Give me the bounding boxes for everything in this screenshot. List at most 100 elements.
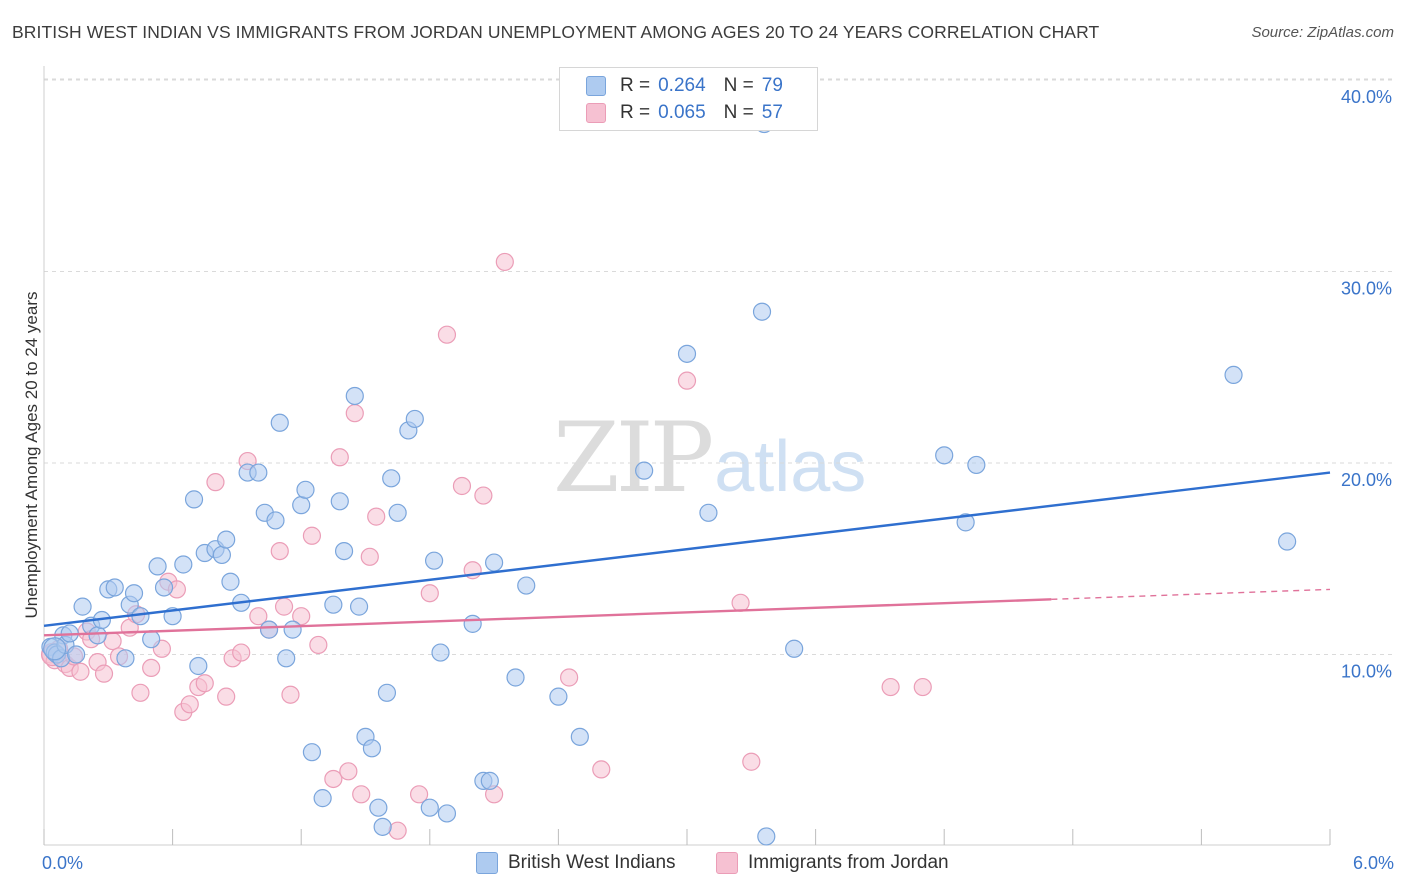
data-point-pink <box>345 404 364 423</box>
x-tick-label: 0.0% <box>42 853 83 873</box>
data-point-blue <box>334 541 354 561</box>
legend-n-label: N = <box>723 102 754 123</box>
legend-swatch-blue <box>586 76 606 96</box>
data-point-blue <box>382 469 401 488</box>
data-point-pink <box>330 448 349 467</box>
data-point-blue <box>570 727 589 746</box>
data-point-blue <box>249 463 268 482</box>
legend-row-pink: R = 0.065 N = 57 <box>586 101 783 125</box>
data-point-pink <box>309 635 328 655</box>
data-point-blue <box>752 302 772 321</box>
trend-lines <box>43 471 1331 637</box>
data-point-pink <box>180 695 199 714</box>
y-tick-label: 10.0% <box>1341 662 1392 682</box>
data-point-blue <box>189 656 208 676</box>
data-point-blue <box>517 576 536 595</box>
data-point-blue <box>699 503 718 522</box>
data-point-pink <box>94 664 114 683</box>
data-point-blue <box>212 545 231 565</box>
chart-title: BRITISH WEST INDIAN VS IMMIGRANTS FROM J… <box>12 22 1100 42</box>
y-axis-title: Unemployment Among Ages 20 to 24 years <box>22 291 41 619</box>
y-tick-label: 30.0% <box>1341 279 1392 299</box>
data-point-pink <box>131 683 150 702</box>
data-point-pink <box>352 785 371 804</box>
data-point-pink <box>452 476 472 496</box>
legend-r-label: R = <box>620 102 651 123</box>
trend-line-blue <box>43 471 1331 627</box>
data-point-pink <box>339 762 358 781</box>
trend-line-pink-extrapolated <box>1051 588 1331 601</box>
data-point-blue <box>785 639 804 658</box>
data-point-blue <box>373 817 392 836</box>
data-point-blue <box>463 614 482 633</box>
data-point-pink <box>677 371 697 390</box>
legend-n-value: 57 <box>761 102 783 123</box>
data-point-pink <box>437 325 457 344</box>
data-point-blue <box>437 804 457 823</box>
data-point-blue <box>292 496 311 515</box>
series-british-west-indians <box>41 114 1297 846</box>
data-point-pink <box>592 760 611 779</box>
data-point-pink <box>302 526 322 545</box>
data-point-blue <box>221 572 240 591</box>
data-point-pink <box>913 677 932 697</box>
data-point-blue <box>635 461 654 480</box>
data-point-blue <box>174 555 193 574</box>
legend-row-blue: R = 0.264 N = 79 <box>586 74 783 98</box>
data-point-pink <box>270 541 289 561</box>
data-point-blue <box>88 626 107 645</box>
data-point-blue <box>345 386 364 406</box>
legend-r-label: R = <box>620 75 651 96</box>
legend-r-value: 0.065 <box>658 102 706 123</box>
legend-swatch-pink <box>586 103 606 123</box>
data-point-blue <box>757 827 776 846</box>
data-point-pink <box>71 662 90 681</box>
data-point-blue <box>142 630 161 649</box>
data-point-blue <box>377 683 397 702</box>
data-point-pink <box>742 752 761 771</box>
data-point-blue <box>1224 365 1243 385</box>
data-point-blue <box>124 584 144 603</box>
data-point-blue <box>677 344 697 363</box>
data-point-blue <box>369 798 388 817</box>
data-point-pink <box>560 668 579 687</box>
data-point-pink <box>388 821 407 840</box>
data-point-blue <box>424 551 444 570</box>
data-point-blue <box>73 597 92 616</box>
data-point-blue <box>148 557 167 576</box>
data-point-pink <box>217 687 236 706</box>
data-point-blue <box>116 649 135 668</box>
data-point-blue <box>549 687 568 706</box>
series-immigrants-from-jordan <box>40 252 932 840</box>
data-point-blue <box>485 553 504 572</box>
data-point-pink <box>292 607 311 626</box>
correlation-legend: R = 0.264 N = 79 R = 0.065 N = 57 <box>559 67 818 131</box>
data-point-blue <box>105 578 124 597</box>
data-point-blue <box>967 455 986 475</box>
y-tick-label: 20.0% <box>1341 470 1392 490</box>
data-point-blue <box>431 643 450 662</box>
data-point-blue <box>405 409 424 429</box>
data-point-pink <box>281 685 300 704</box>
y-tick-label: 40.0% <box>1341 87 1392 107</box>
data-point-blue <box>956 513 975 532</box>
data-point-pink <box>274 597 294 616</box>
data-point-blue <box>43 637 67 661</box>
data-point-blue <box>67 645 86 664</box>
data-point-blue <box>313 789 332 808</box>
data-point-pink <box>142 658 161 678</box>
data-point-blue <box>349 597 369 616</box>
data-point-blue <box>935 446 954 465</box>
data-point-blue <box>1278 532 1297 551</box>
data-point-blue <box>330 492 349 511</box>
legend-label-immigrants-from-jordan: Immigrants from Jordan <box>748 852 949 873</box>
data-point-blue <box>184 490 204 509</box>
axes <box>43 66 1331 846</box>
data-point-pink <box>495 252 514 272</box>
data-point-blue <box>480 771 499 790</box>
data-point-pink <box>409 785 429 804</box>
legend-n-label: N = <box>723 75 754 96</box>
data-point-blue <box>283 620 302 639</box>
tick-labels: 10.0% 20.0% 30.0% 40.0% 0.0% 6.0% <box>42 87 1394 873</box>
